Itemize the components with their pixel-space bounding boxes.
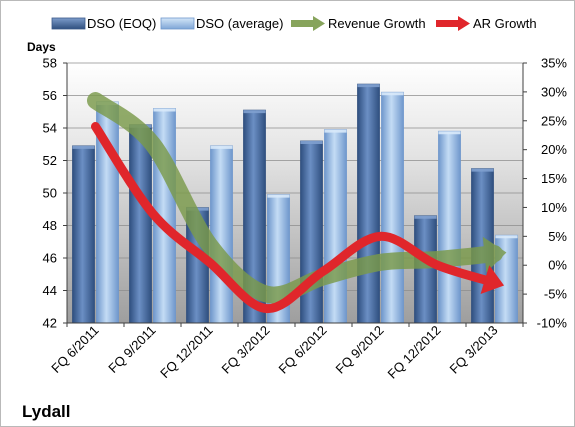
bar-dso-eoq bbox=[414, 215, 437, 324]
bar-dso-average bbox=[438, 130, 461, 324]
y-tick-label: 56 bbox=[43, 88, 57, 103]
legend: DSO (EOQ) DSO (average) Revenue Growth A… bbox=[51, 16, 537, 31]
y2-tick-label: 30% bbox=[541, 84, 567, 99]
arrowhead-ar-growth bbox=[480, 265, 505, 294]
y-tick-label: 58 bbox=[43, 56, 57, 71]
y-tick-label: 46 bbox=[43, 251, 57, 266]
y2-tick-label: 15% bbox=[541, 171, 567, 186]
legend-label-revenue-growth: Revenue Growth bbox=[328, 16, 426, 31]
y2-tick-label: 0% bbox=[548, 258, 567, 273]
y2-tick-label: 20% bbox=[541, 142, 567, 157]
bar-dso-average bbox=[210, 145, 233, 324]
x-tick-label: FQ 6/2012 bbox=[276, 323, 330, 377]
y-axis-title: Days bbox=[27, 40, 56, 54]
legend-label-dso-average: DSO (average) bbox=[196, 16, 283, 31]
x-tick-label: FQ 3/2012 bbox=[219, 323, 273, 377]
y-tick-label: 54 bbox=[43, 121, 57, 136]
bar-dso-eoq bbox=[357, 83, 380, 324]
y2-tick-label: -10% bbox=[537, 316, 568, 331]
legend-label-ar-growth: AR Growth bbox=[473, 16, 537, 31]
legend-item-ar-growth: AR Growth bbox=[436, 16, 537, 31]
bar-dso-eoq bbox=[72, 145, 95, 324]
y-tick-label: 52 bbox=[43, 153, 57, 168]
x-tick-label: FQ 3/2013 bbox=[447, 323, 501, 377]
y2-axis-ticks: -10% -5% 0% 5% 10% 15% 20% 25% 30% 35% bbox=[523, 56, 567, 331]
bar-dso-eoq bbox=[300, 140, 323, 324]
y2-tick-label: 25% bbox=[541, 113, 567, 128]
bar-dso-average bbox=[324, 129, 347, 324]
y-tick-label: 48 bbox=[43, 218, 57, 233]
y2-tick-label: 5% bbox=[548, 229, 567, 244]
legend-item-dso-eoq: DSO (EOQ) bbox=[51, 16, 156, 31]
x-tick-label: FQ 9/2012 bbox=[333, 323, 387, 377]
bar-dso-eoq bbox=[243, 109, 266, 324]
x-tick-label: FQ 12/2012 bbox=[384, 323, 443, 382]
x-tick-label: FQ 9/2011 bbox=[105, 323, 158, 376]
y2-tick-label: 35% bbox=[541, 56, 567, 71]
arrowhead-revenue-growth bbox=[482, 236, 507, 273]
y-tick-label: 42 bbox=[43, 316, 57, 331]
bar-dso-average bbox=[381, 91, 404, 324]
x-tick-label: FQ 6/2011 bbox=[48, 323, 101, 376]
x-tick-label: FQ 12/2011 bbox=[157, 323, 215, 381]
legend-item-dso-average: DSO (average) bbox=[160, 16, 283, 31]
y-axis-ticks: 42 44 46 48 50 52 54 56 58 bbox=[43, 56, 67, 331]
legend-label-dso-eoq: DSO (EOQ) bbox=[87, 16, 156, 31]
growth-lines bbox=[87, 92, 507, 314]
chart-title: Lydall bbox=[22, 402, 71, 421]
legend-item-revenue-growth: Revenue Growth bbox=[291, 16, 426, 31]
y-tick-label: 44 bbox=[43, 283, 57, 298]
y-tick-label: 50 bbox=[43, 186, 57, 201]
y2-tick-label: 10% bbox=[541, 200, 567, 215]
bar-dso-eoq bbox=[129, 124, 152, 324]
series-ar-growth bbox=[91, 122, 505, 314]
y2-tick-label: -5% bbox=[544, 287, 568, 302]
